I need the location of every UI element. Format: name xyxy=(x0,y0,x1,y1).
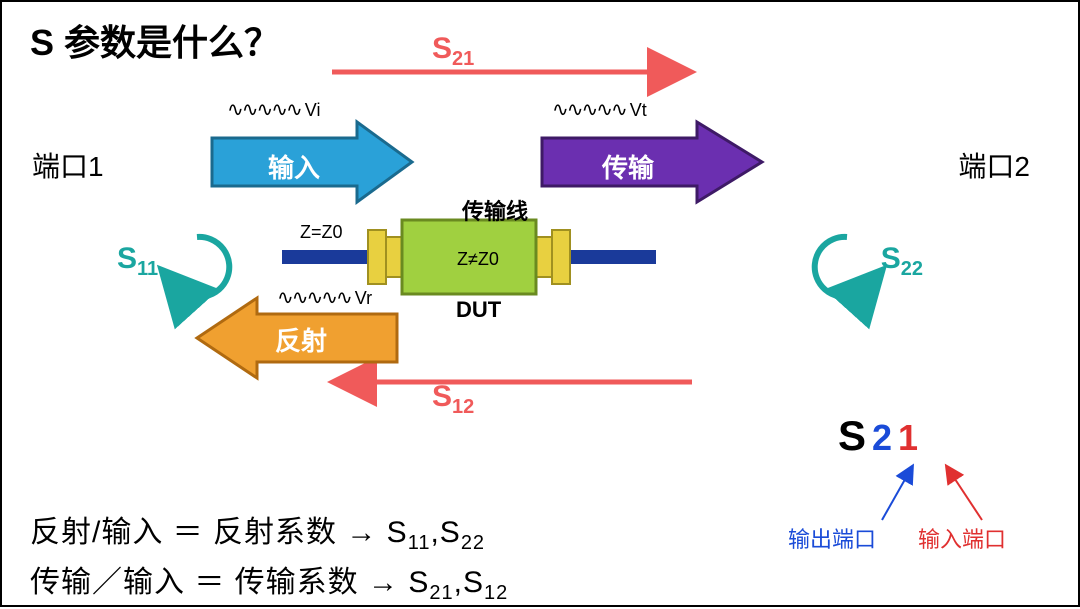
z-left-label: Z=Z0 xyxy=(300,222,343,243)
transmit-arrow-label: 传输 xyxy=(602,148,654,185)
equation-reflection: 反射/输入 ＝ 反射系数 → S11,S22 xyxy=(30,507,485,555)
s21-subscript-explain: S21 输出端口 输入端口 xyxy=(788,412,1038,562)
conn-r1 xyxy=(552,230,570,284)
input-arrow-label: 输入 xyxy=(268,148,320,185)
conn-l2 xyxy=(386,237,402,277)
dut-label: DUT xyxy=(456,297,501,323)
tline-right xyxy=(570,250,656,264)
equation-transmission: 传输／输入 ＝ 传输系数 → S21,S12 xyxy=(30,557,508,605)
explain-S: S xyxy=(838,412,866,459)
output-port-label: 输出端口 xyxy=(788,522,876,554)
explain-1: 1 xyxy=(898,417,918,458)
s11-loop xyxy=(177,237,229,297)
tline-left xyxy=(282,250,368,264)
input-port-label: 输入端口 xyxy=(918,522,1006,554)
reflect-arrow-label: 反射 xyxy=(275,321,327,358)
conn-r2 xyxy=(536,237,552,277)
transmission-line-label: 传输线 xyxy=(462,194,528,226)
z-body-label: Z≠Z0 xyxy=(457,249,499,270)
s22-loop xyxy=(815,237,867,297)
conn-l1 xyxy=(368,230,386,284)
explain-2: 2 xyxy=(872,417,892,458)
